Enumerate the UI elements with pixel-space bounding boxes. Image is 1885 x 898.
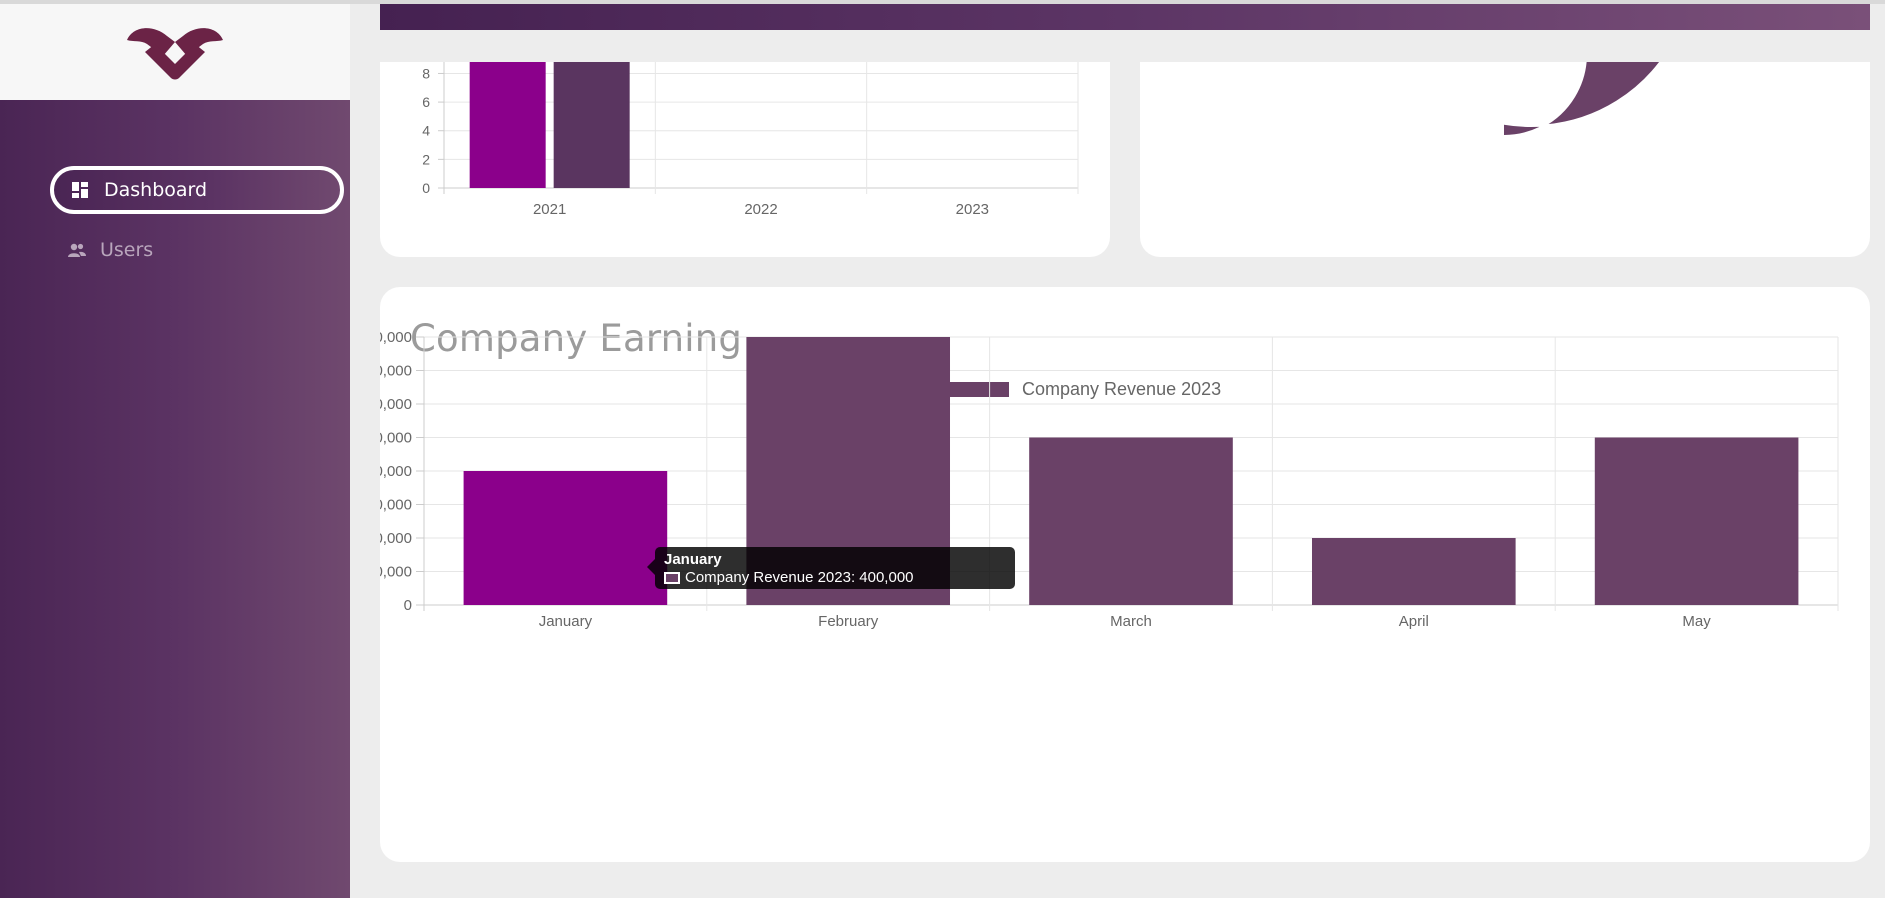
y-tick-label: 8 [422,65,430,81]
donut-chart [1342,54,1668,189]
chart-legend[interactable]: Company Revenue 2023 [939,379,1221,399]
donut-chart-card [1140,54,1870,257]
card-title: Company Earning [410,317,743,360]
revenue-bar[interactable] [1029,437,1233,606]
y-tick-label: 100,000 [380,564,412,581]
y-tick-label: 2 [422,151,430,167]
tooltip-title: January [664,551,722,568]
users-icon [68,242,86,258]
x-tick-label: February [818,613,879,630]
legend-label: Company Revenue 2023 [1022,379,1221,399]
legend-swatch [939,382,1009,397]
yearly-chart-card: 0 2 4 6 8 2021 2022 2023 [380,62,1110,257]
top-edge [0,0,1885,4]
y-tick-label: 0 [404,597,412,614]
x-tick-label: April [1399,613,1429,630]
sidebar-item-label: Dashboard [104,179,208,201]
y-tick-label: 500,000 [380,430,412,447]
revenue-bar-chart: Company Revenue 2023 0 100,000 200,000 300,… [380,329,1839,630]
sidebar-header-tab [0,100,350,160]
yearly-bar[interactable] [553,62,630,188]
x-tick-label: 2021 [533,201,566,218]
x-tick-label: March [1110,613,1152,630]
y-tick-label: 6 [422,94,430,110]
chart-tooltip: January Company Revenue 2023: 400,000 [647,547,1015,589]
sidebar-item-label: Users [100,239,154,261]
x-tick-label: May [1682,613,1711,630]
x-tick-label: January [539,613,593,630]
y-tick-label: 300,000 [380,497,412,514]
tooltip-text: Company Revenue 2023: 400,000 [685,569,914,586]
y-tick-label: 4 [422,123,430,139]
y-tick-label: 700,000 [380,363,412,380]
donut-slice-secondary[interactable] [1414,54,1668,137]
logo-area [0,4,350,100]
company-earning-card: Company Earning Company Revenue 2023 0 10… [380,287,1870,862]
donut-slice-highlight[interactable] [1342,62,1457,189]
x-tick-label: 2023 [956,201,989,218]
y-tick-label: 0 [422,180,430,196]
revenue-bar[interactable] [1311,538,1516,605]
yearly-bar-chart: 0 2 4 6 8 2021 2022 2023 [422,62,1079,218]
dashboard-icon [72,182,88,198]
sidebar-item-users[interactable]: Users [50,226,344,274]
sidebar-item-dashboard[interactable]: Dashboard [50,166,344,214]
y-tick-label: 200,000 [380,530,412,547]
x-tick-label: 2022 [744,201,777,218]
tooltip-swatch [664,571,680,584]
sidebar: Dashboard Users [0,0,350,898]
revenue-bar[interactable] [463,471,668,605]
tooltip-row: Company Revenue 2023: 400,000 [664,569,914,586]
yearly-bar[interactable] [469,62,546,188]
y-tick-label: 600,000 [380,396,412,413]
revenue-bar[interactable] [1594,437,1799,606]
y-tick-label: 400,000 [380,463,412,480]
header-banner [380,4,1870,30]
sidebar-background [0,100,350,898]
brand-logo[interactable] [123,22,227,82]
y-tick-label: 800,000 [380,329,412,346]
